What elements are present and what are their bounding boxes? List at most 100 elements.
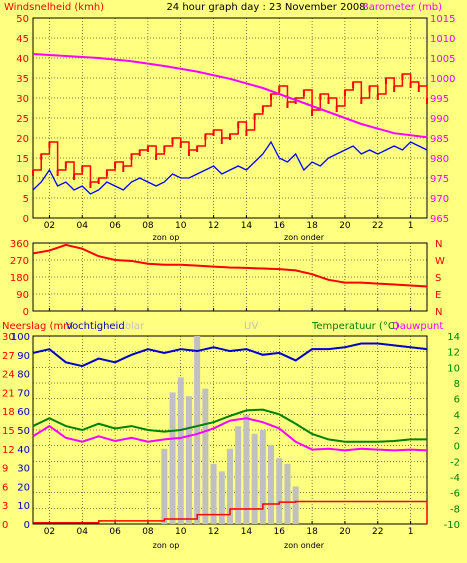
solar-bar <box>202 388 209 524</box>
solar-bar <box>218 471 225 524</box>
temperature-tick-label: -8 <box>450 504 460 515</box>
temperature-tick-label: -4 <box>450 473 460 484</box>
x-tick-label: 02 <box>44 527 55 537</box>
humidity-tick-label: 80 <box>17 370 30 381</box>
climate-panel: 02 04 06 08 10 12 14 16 18 20 22 103691215182124273… <box>2 332 460 537</box>
gust-series <box>32 140 428 195</box>
barometer-series <box>32 53 428 139</box>
sunrise-label-2: zon op <box>153 541 180 550</box>
temperature-tick-label: 14 <box>447 332 460 343</box>
solar-bar <box>268 445 275 524</box>
x-tick-label: 20 <box>339 527 351 537</box>
humidity-tick-label: 0 <box>24 520 30 531</box>
x-tick-label: 22 <box>372 527 383 537</box>
barometer-tick-label: 965 <box>430 214 449 225</box>
humidity-tick-label: 60 <box>17 407 30 418</box>
temperature-tick-label: 4 <box>454 410 460 421</box>
direction-tick-label: 270 <box>10 256 29 267</box>
sunset-label-1: zon onder <box>284 233 325 242</box>
x-tick-label: 14 <box>241 527 253 537</box>
temperature-tick-label: 8 <box>454 379 460 390</box>
temperature-tick-label: -6 <box>450 489 460 500</box>
humidity-tick-label: 10 <box>17 501 30 512</box>
x-tick-label: 08 <box>142 527 154 537</box>
solar-bar <box>169 392 176 524</box>
barometer-tick-label: 990 <box>430 114 449 125</box>
wind-tick-label: 5 <box>23 194 29 205</box>
direction-tick-label: 360 <box>10 239 29 250</box>
x-tick-label: 16 <box>274 527 286 537</box>
rain-tick-label: 3 <box>2 501 8 512</box>
wind-tick-label: 45 <box>16 34 29 45</box>
barometer-tick-label: 975 <box>430 174 449 185</box>
compass-letter: N <box>435 307 442 318</box>
barometer-tick-label: 980 <box>430 154 449 165</box>
barometer-tick-label: 1010 <box>430 34 455 45</box>
temperature-axis-label: Temperatuur (°C) <box>311 321 399 332</box>
page-title: 24 hour graph day : 23 November 2008 <box>166 2 365 13</box>
temperature-series <box>32 408 427 443</box>
solar-bar <box>276 458 283 524</box>
humidity-tick-label: 50 <box>17 426 30 437</box>
compass-letter: W <box>435 256 445 267</box>
x-tick-label: 1 <box>408 221 414 231</box>
wind-tick-label: 20 <box>16 134 29 145</box>
barometer-tick-label: 1000 <box>430 74 455 85</box>
barometer-tick-label: 1005 <box>430 54 455 65</box>
x-tick-label: 04 <box>77 527 89 537</box>
direction-tick-label: 90 <box>16 290 29 301</box>
solar-bar <box>185 396 192 524</box>
wind-tick-label: 50 <box>16 14 29 25</box>
rain-tick-label: 9 <box>2 464 8 475</box>
temperature-tick-label: 10 <box>447 363 460 374</box>
x-tick-label: 16 <box>274 221 286 231</box>
wind-panel: 02 04 06 08 10 12 14 16 18 20 22 105101520253035404… <box>16 14 455 231</box>
humidity-tick-label: 70 <box>17 388 30 399</box>
barometer-axis-label: Barometer (mb) <box>362 2 442 13</box>
x-tick-label: 08 <box>142 221 154 231</box>
wind-axis-label: Windsnelheid (kmh) <box>4 2 104 13</box>
wind-tick-label: 0 <box>23 214 29 225</box>
x-tick-label: 22 <box>372 221 383 231</box>
temperature-tick-label: 0 <box>454 442 460 453</box>
x-tick-label: 18 <box>306 221 318 231</box>
direction-tick-label: 0 <box>23 307 29 318</box>
temperature-tick-label: 6 <box>454 395 460 406</box>
solar-axis-label: olar <box>125 321 145 332</box>
solar-bar <box>194 336 201 524</box>
x-tick-label: 1 <box>408 527 414 537</box>
solar-bar <box>259 430 266 524</box>
x-tick-label: 06 <box>109 221 121 231</box>
humidity-tick-label: 30 <box>17 464 30 475</box>
solar-bar <box>227 448 233 524</box>
rain-tick-label: 12 <box>2 445 15 456</box>
wind-tick-label: 40 <box>16 54 29 65</box>
direction-series <box>32 243 428 288</box>
rain-tick-label: 24 <box>2 370 15 381</box>
rain-tick-label: 15 <box>2 426 15 437</box>
sunset-label-2: zon onder <box>284 541 325 550</box>
x-tick-label: 06 <box>109 527 121 537</box>
humidity-tick-label: 100 <box>11 332 30 343</box>
humidity-tick-label: 90 <box>17 351 30 362</box>
x-tick-label: 10 <box>175 221 187 231</box>
wind-tick-label: 10 <box>16 174 29 185</box>
compass-letter: E <box>435 290 441 301</box>
rain-tick-label: 30 <box>2 332 15 343</box>
rain-axis-label: Neerslag (mm <box>2 321 73 332</box>
wind-tick-label: 30 <box>16 94 29 105</box>
x-tick-label: 12 <box>208 527 219 537</box>
barometer-tick-label: 970 <box>430 194 449 205</box>
wind-tick-label: 25 <box>16 114 29 125</box>
wind-tick-label: 15 <box>16 154 29 165</box>
solar-bar <box>251 433 258 524</box>
solar-bar <box>210 463 217 524</box>
barometer-tick-label: 1015 <box>430 14 455 25</box>
humidity-tick-label: 20 <box>17 482 30 493</box>
humidity-axis-label: Vochtigheid <box>66 321 125 332</box>
wind-tick-label: 35 <box>16 74 29 85</box>
x-tick-label: 02 <box>44 221 55 231</box>
temperature-tick-label: 2 <box>454 426 460 437</box>
